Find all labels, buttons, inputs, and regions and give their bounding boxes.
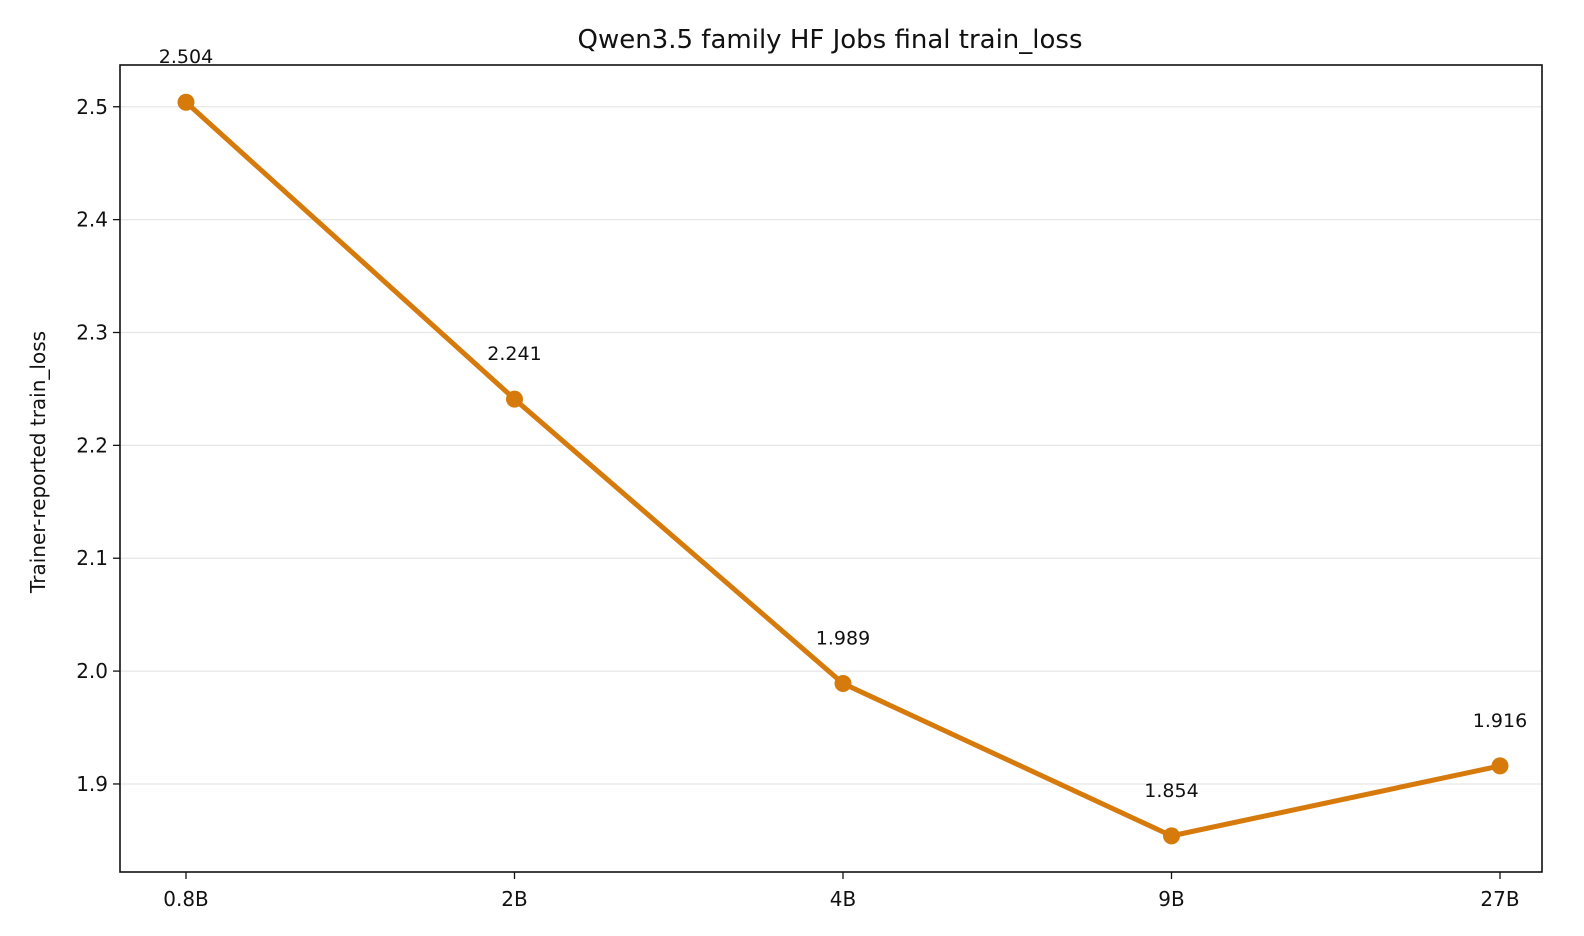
y-tick-label: 2.0	[76, 659, 108, 683]
plot-frame	[119, 64, 1543, 873]
x-tick-label: 0.8B	[163, 887, 209, 911]
chart-title: Qwen3.5 family HF Jobs final train_loss	[577, 25, 1082, 55]
y-axis: 1.9 2.0 2.1 2.2 2.3 2.4 2.5	[76, 95, 120, 796]
x-tick-label: 4B	[830, 887, 856, 911]
y-tick-label: 2.1	[76, 546, 108, 570]
y-tick-label: 2.3	[76, 320, 108, 344]
data-point	[834, 675, 852, 693]
x-axis: 0.8B 2B 4B 9B 27B	[163, 872, 1520, 911]
y-tick-label: 2.5	[76, 95, 108, 119]
data-label: 2.241	[487, 343, 541, 365]
data-label: 1.989	[816, 628, 870, 650]
x-tick-label: 27B	[1480, 887, 1519, 911]
y-tick-label: 2.4	[76, 208, 108, 232]
y-tick-label: 1.9	[76, 772, 108, 796]
data-labels: 2.504 2.241 1.989 1.854 1.916	[159, 46, 1527, 802]
y-tick-label: 2.2	[76, 433, 108, 457]
data-label: 1.916	[1473, 710, 1527, 732]
series-polyline	[183, 99, 1503, 839]
data-point	[506, 390, 523, 408]
y-axis-label: Trainer-reported train_loss	[26, 331, 50, 594]
grid-lines	[120, 106, 1542, 785]
x-tick-label: 9B	[1158, 887, 1184, 911]
series-line	[177, 93, 1509, 845]
data-point	[1491, 757, 1509, 775]
data-label: 1.854	[1144, 780, 1198, 802]
x-tick-label: 2B	[501, 887, 527, 911]
data-label: 2.504	[159, 46, 213, 68]
data-point	[1163, 827, 1180, 845]
data-point	[177, 93, 195, 111]
